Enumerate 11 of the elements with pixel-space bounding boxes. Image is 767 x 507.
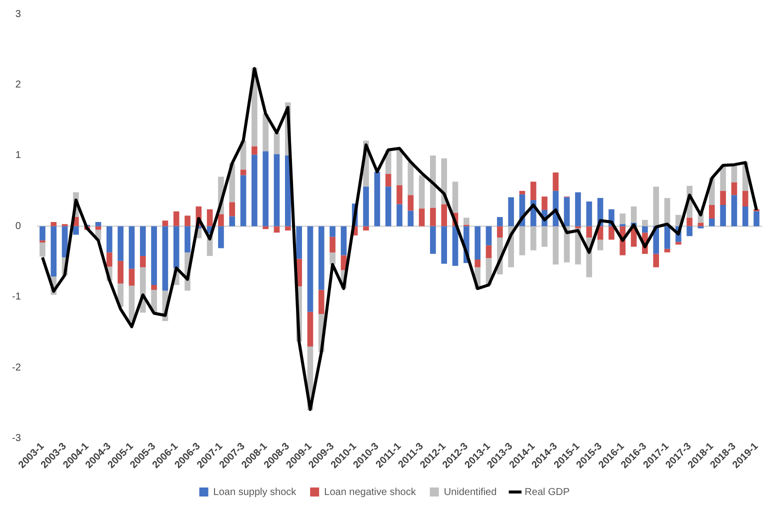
y-tick-label: -3 xyxy=(12,433,22,444)
y-tick-label: -2 xyxy=(12,362,22,374)
legend-label: Real GDP xyxy=(524,486,570,498)
legend-label: Loan negative shock xyxy=(324,486,417,498)
legend-label: Loan supply shock xyxy=(213,486,298,498)
y-tick-label: 2 xyxy=(15,80,22,90)
legend-label: Unidentified xyxy=(444,486,497,498)
y-tick-label: 0 xyxy=(15,221,22,232)
y-tick-label: 1 xyxy=(15,150,22,162)
y-tick-label: -1 xyxy=(12,292,22,303)
y-tick-label: 3 xyxy=(15,8,22,20)
